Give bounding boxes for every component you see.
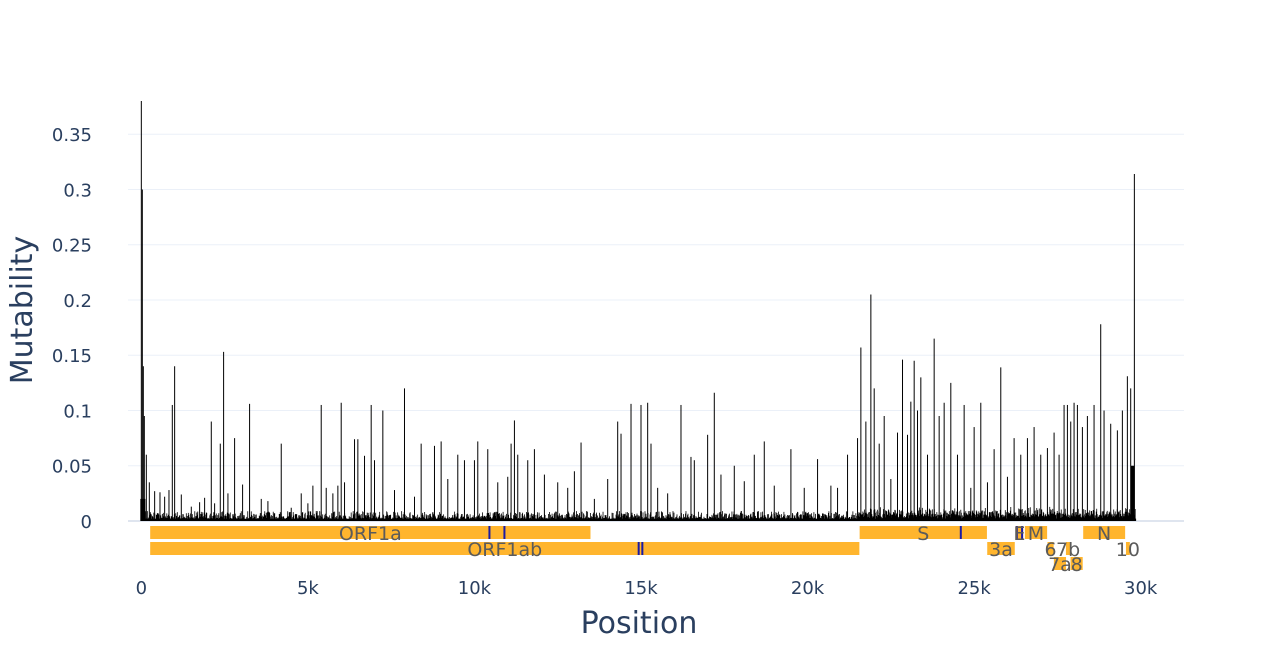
gene-7b-bar (1065, 542, 1071, 555)
x-tick-label: 30k (1124, 578, 1158, 599)
gene-e-label: E (1013, 523, 1025, 545)
gene-orf1ab-bar (150, 542, 860, 555)
x-axis-ticks: 0 5k 10k 15k 20k 25k 30k (136, 578, 1158, 599)
y-tick-label: 0.15 (52, 346, 92, 367)
x-tick-label: 20k (791, 578, 825, 599)
mutability-bar (140, 498, 146, 521)
x-tick-label: 0 (136, 578, 147, 599)
gene-6-label: 6 (1045, 539, 1057, 561)
gene-orf1ab-label: ORF1ab (467, 539, 542, 561)
y-axis-title: Mutability (5, 236, 40, 385)
gene-m-label: M (1028, 523, 1044, 545)
gene-7a-bar (1053, 557, 1067, 570)
gene-marker (503, 526, 506, 539)
gene-marker (637, 542, 640, 555)
gene-marker (1015, 526, 1018, 539)
gene-6-bar (1047, 542, 1054, 555)
y-tick-label: 0.3 (63, 180, 92, 201)
x-axis-title: Position (581, 606, 698, 641)
gene-e-bar (1015, 526, 1024, 539)
x-tick-label: 25k (957, 578, 991, 599)
gene-10-label: 10 (1116, 539, 1140, 561)
gene-orf1a-bar (150, 526, 591, 539)
gene-8-label: 8 (1071, 554, 1083, 576)
y-tick-label: 0 (81, 512, 92, 533)
gene-n-label: N (1097, 523, 1111, 545)
gene-10-bar (1125, 542, 1130, 555)
background-bars (140, 506, 1137, 521)
gene-3a-label: 3a (989, 539, 1013, 561)
y-tick-label: 0.35 (52, 125, 92, 146)
x-tick-label: 15k (624, 578, 658, 599)
y-axis-ticks: 0 0.05 0.1 0.15 0.2 0.25 0.3 0.35 (52, 125, 92, 533)
gene-marker (959, 526, 962, 539)
gene-orf1a-label: ORF1a (339, 523, 402, 545)
gene-s-label: S (917, 523, 929, 545)
x-tick-label: 5k (297, 578, 319, 599)
gene-s-bar (859, 526, 987, 539)
mutability-bar (1130, 465, 1135, 521)
gene-8-bar (1070, 557, 1083, 570)
x-tick-label: 10k (458, 578, 492, 599)
gene-3a-bar (987, 542, 1015, 555)
y-gridlines (128, 133, 1184, 522)
y-tick-label: 0.1 (63, 401, 92, 422)
y-tick-label: 0.25 (52, 236, 92, 257)
gene-marker (1021, 526, 1024, 539)
gene-7a-label: 7a (1048, 554, 1072, 576)
y-tick-label: 0.05 (52, 457, 92, 478)
gene-m-bar (1024, 526, 1048, 539)
gene-7b-label: 7b (1056, 539, 1080, 561)
gene-marker (641, 542, 644, 555)
gene-marker (488, 526, 491, 539)
y-tick-label: 0.2 (63, 291, 92, 312)
mutability-bars (140, 101, 1137, 521)
gene-n-bar (1083, 526, 1126, 539)
